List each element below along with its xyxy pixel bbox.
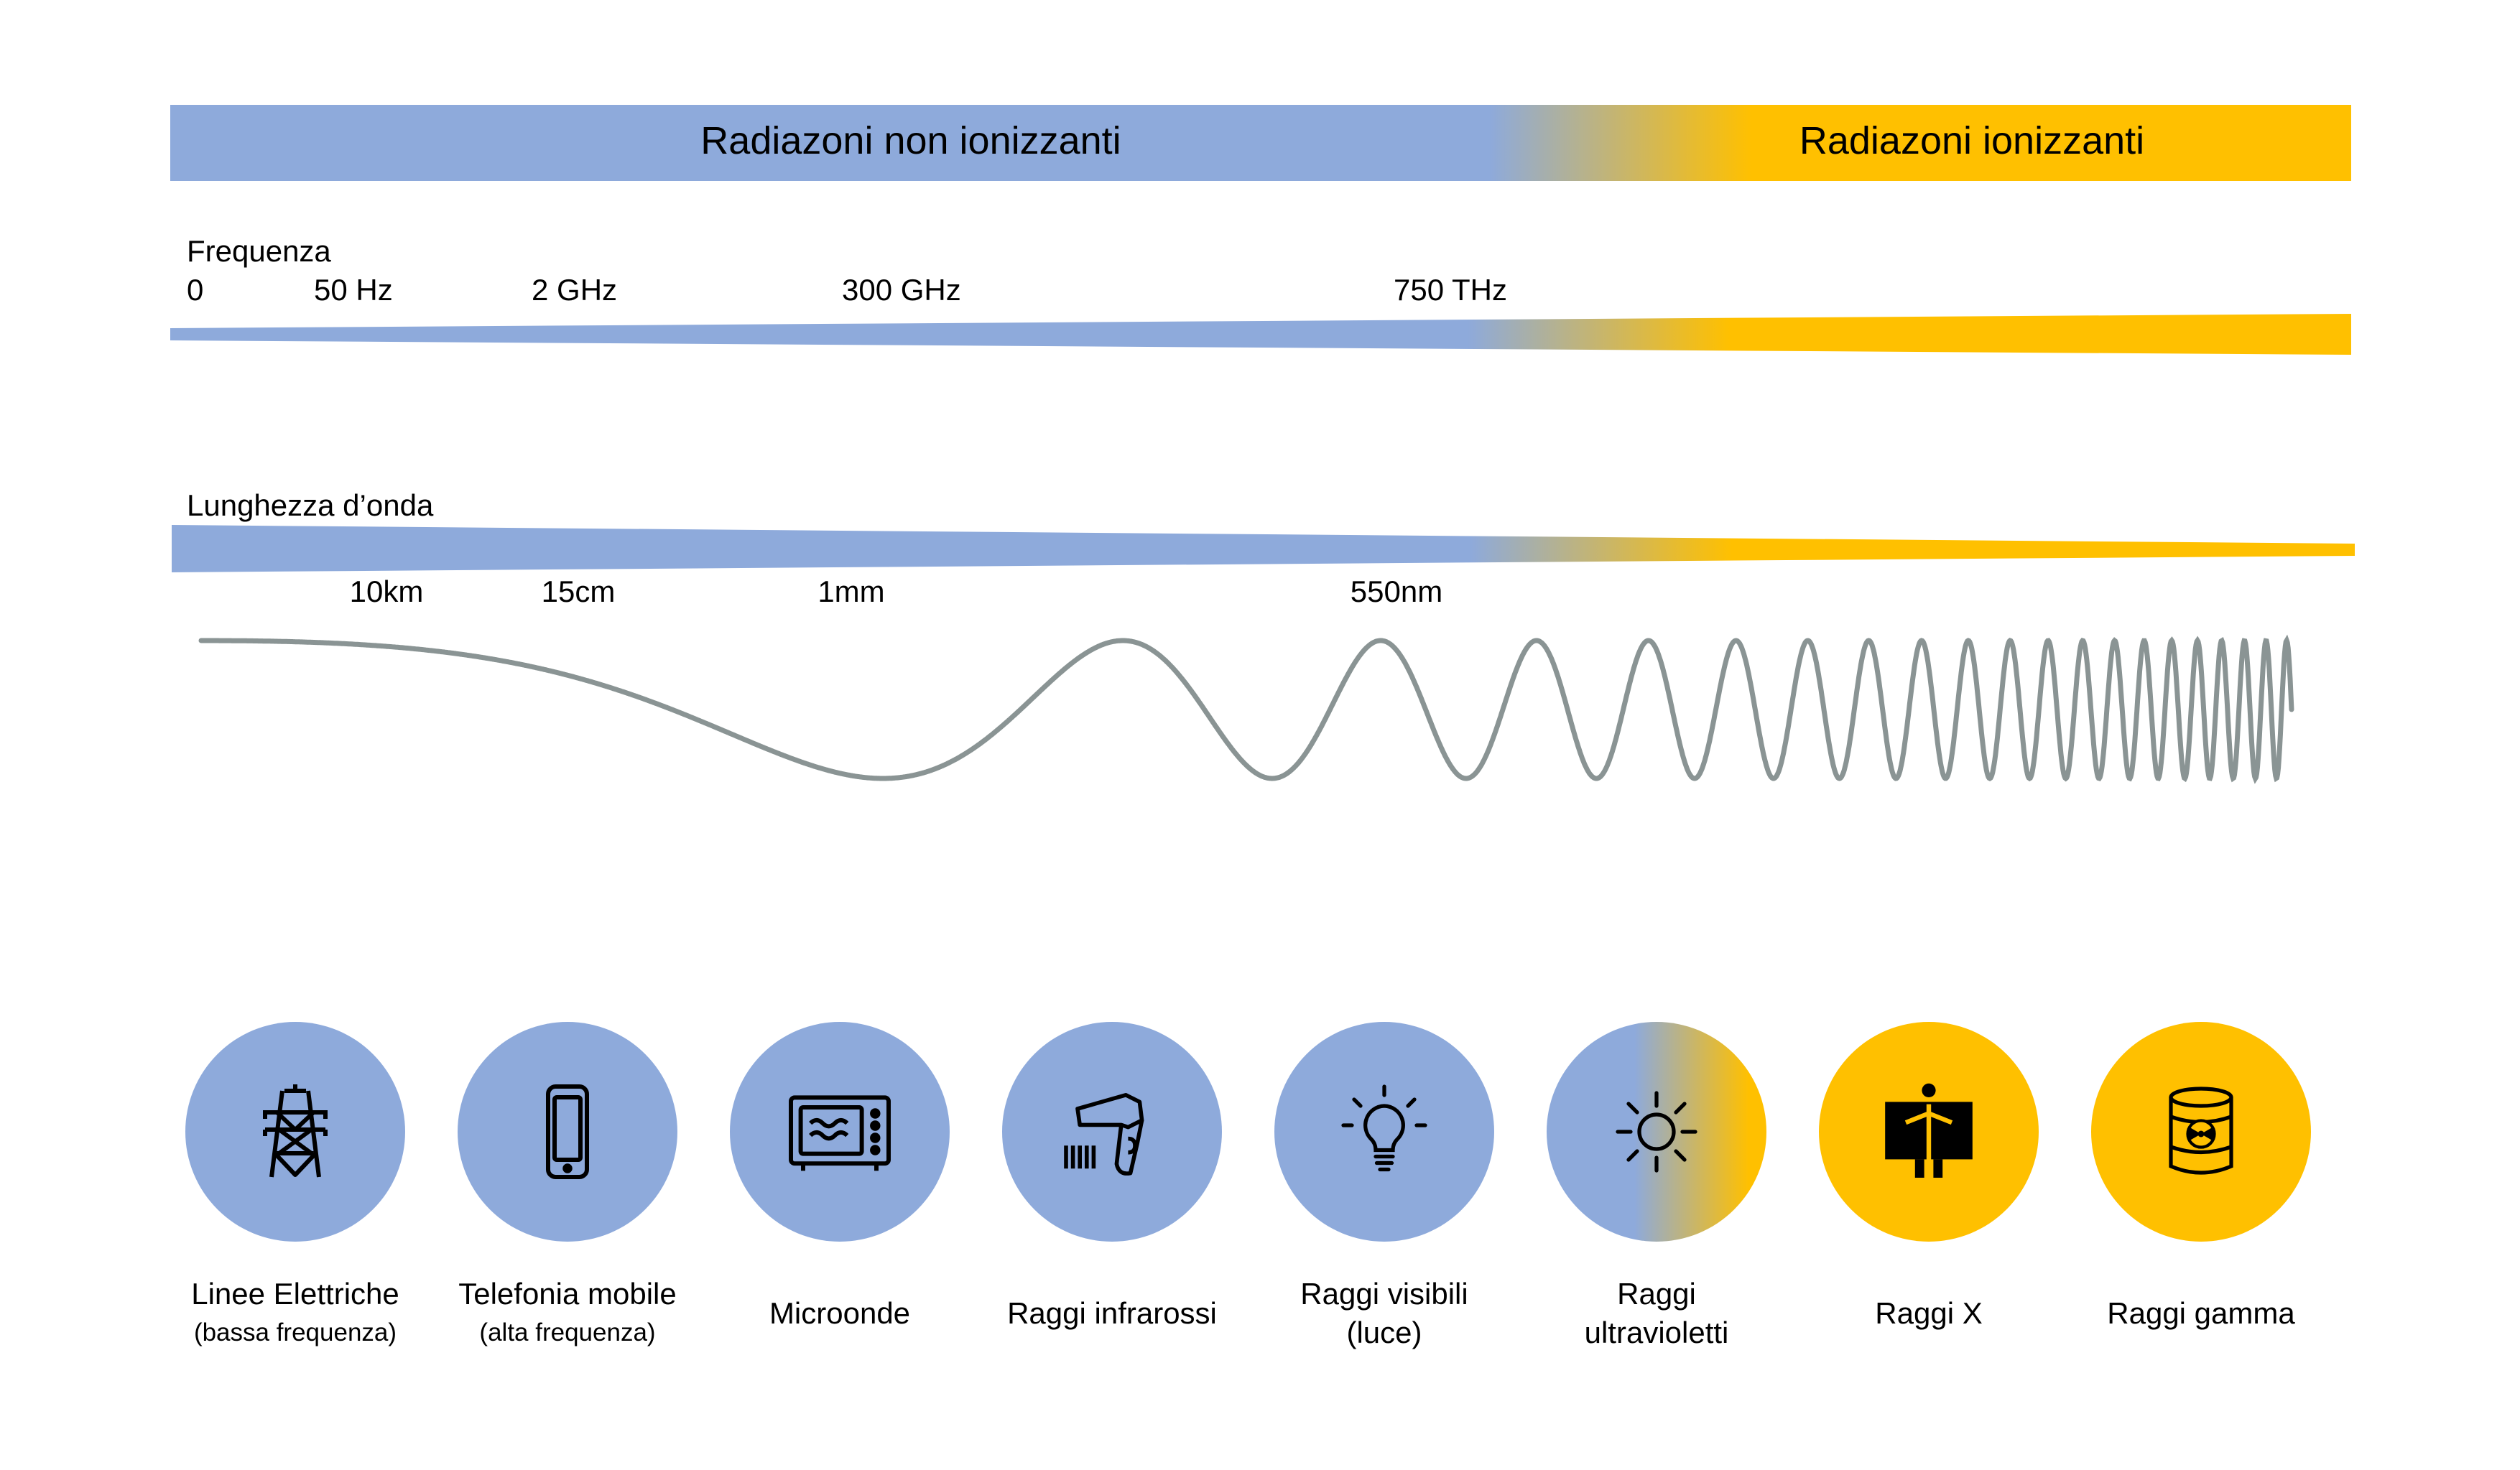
frequency-tick: 300 GHz [842,273,961,307]
source-title: Raggi gamma [2107,1296,2295,1330]
source-title: Telefonia mobile [458,1277,677,1311]
source-title: Raggi infrarossi [1007,1296,1217,1330]
source-caption: Raggi ultravioletti [1520,1275,1793,1352]
ionizing-label: Radiazoni ionizzanti [1799,119,2145,162]
source-title: Raggi visibili (luce) [1300,1277,1468,1349]
source-circle-gamma [2091,1022,2311,1242]
source-circle-visible [1274,1022,1494,1242]
frequency-wedge-shape [170,314,2351,355]
source-title: Microonde [769,1296,911,1330]
source-caption: Raggi infrarossi [976,1294,1249,1333]
source-circle-mobile [458,1022,677,1242]
microwave-icon [789,1095,891,1171]
source-caption: Raggi X [1792,1294,2065,1333]
source-caption: Telefonia mobile (alta frequenza) [431,1275,704,1352]
frequency-label: Frequenza [187,234,331,268]
radioactive-barrel-icon [2169,1087,2233,1175]
source-circle-microwave [730,1022,950,1242]
wavelength-tick: 10km [349,574,424,608]
source-subtitle: (alta frequenza) [479,1318,656,1346]
source-circle-xray [1819,1022,2039,1242]
radiation-band [170,105,2351,181]
source-caption: Microonde [703,1294,976,1333]
source-circle-power-lines [185,1022,405,1242]
non-ionizing-label: Radiazoni non ionizzanti [700,119,1121,162]
wave-line [198,634,2294,784]
wavelength-label: Lunghezza d’onda [187,488,434,522]
source-title: Linee Elettriche [191,1277,399,1311]
xray-person-icon [1885,1083,1973,1178]
sun-icon [1616,1091,1697,1173]
source-caption: Raggi gamma [2065,1294,2338,1333]
frequency-tick: 0 [187,273,204,307]
source-title: Raggi X [1875,1296,1983,1330]
smartphone-icon [546,1084,589,1179]
frequency-tick: 50 Hz [314,273,393,307]
light-bulb-icon [1341,1084,1427,1172]
source-caption: Raggi visibili (luce) [1248,1275,1521,1352]
source-circle-infrared [1002,1022,1222,1242]
source-title: Raggi ultravioletti [1584,1277,1729,1349]
source-caption: Linee Elettriche (bassa frequenza) [159,1275,432,1352]
frequency-tick: 750 THz [1394,273,1507,307]
source-subtitle: (bassa frequenza) [193,1318,397,1346]
power-tower-icon [263,1084,328,1178]
frequency-tick: 2 GHz [532,273,618,307]
wavelength-tick: 15cm [541,574,616,608]
wavelength-wedge-shape [172,525,2355,572]
wavelength-tick: 1mm [817,574,885,608]
source-circle-ultraviolet [1547,1022,1766,1242]
infrared-thermometer-icon [1064,1093,1144,1176]
wavelength-tick: 550nm [1350,574,1443,608]
